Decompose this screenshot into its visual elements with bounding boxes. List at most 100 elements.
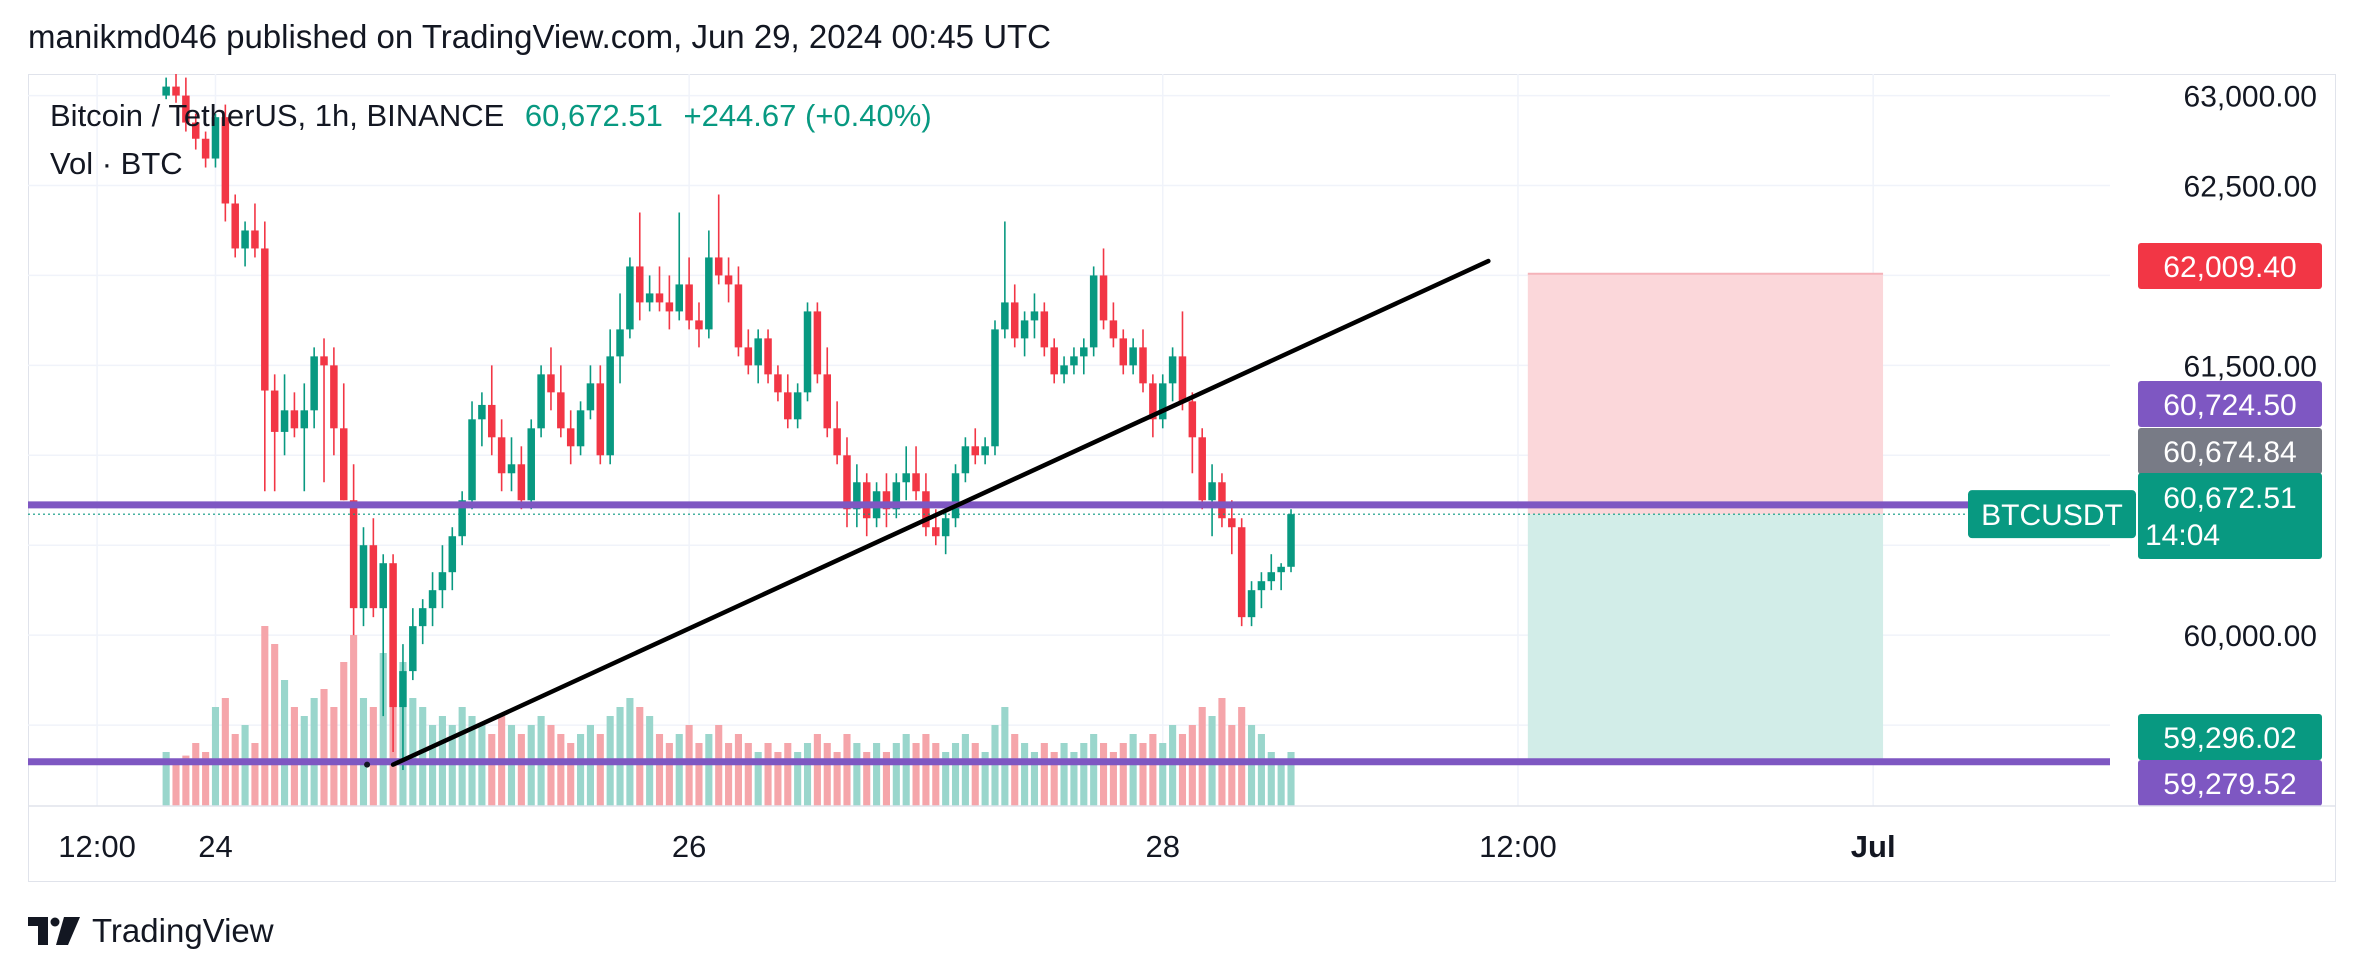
candle-body	[784, 392, 792, 420]
volume-bar	[705, 734, 713, 806]
candle-body	[981, 446, 989, 456]
candle-body	[596, 383, 605, 456]
trendline[interactable]	[390, 258, 1491, 767]
candle-body	[1020, 320, 1029, 339]
volume-bar	[527, 725, 535, 806]
volume-bar	[478, 725, 486, 806]
publish-header: manikmd046 published on TradingView.com,…	[28, 18, 1052, 55]
volume-bar	[1060, 743, 1068, 806]
y-tick-label: 60,000.00	[2184, 620, 2317, 653]
candle-body	[270, 390, 279, 432]
price-label: 62,009.40	[2138, 243, 2322, 289]
candle-body	[724, 275, 733, 285]
volume-bar	[1021, 743, 1029, 806]
chart-frame[interactable]	[28, 74, 2336, 882]
candle-body	[1287, 514, 1295, 567]
volume-bar	[981, 752, 989, 806]
volume-bar	[1238, 707, 1246, 806]
legend-change: +244.67 (+0.40%)	[683, 98, 932, 133]
price-label-text: 59,279.52	[2163, 768, 2296, 801]
volume-bar	[675, 734, 683, 806]
legend-symbol[interactable]: Bitcoin / TetherUS, 1h, BINANCE	[50, 98, 505, 133]
candle-body	[626, 266, 634, 330]
x-tick-label: Jul	[1851, 829, 1896, 864]
candle-body	[172, 86, 180, 96]
volume-bar	[1040, 743, 1048, 806]
legend-volume-label: Vol · BTC	[50, 146, 183, 181]
x-tick-label: 24	[198, 829, 232, 864]
candle-body	[882, 491, 891, 510]
volume-bar	[1228, 725, 1236, 806]
candle-body	[1030, 311, 1039, 321]
volume-bar	[1178, 734, 1187, 806]
tradingview-logo[interactable]: TradingView	[28, 912, 274, 950]
candle-body	[201, 138, 210, 159]
x-tick-label: 28	[1145, 829, 1179, 864]
volume-bar	[350, 635, 358, 806]
price-label-bg	[2138, 714, 2322, 760]
volume-bar	[241, 725, 249, 806]
candle-body	[428, 590, 437, 609]
volume-bar	[764, 743, 772, 806]
candle-body	[951, 473, 960, 519]
volume-bar	[744, 743, 752, 806]
y-tick-label: 63,000.00	[2184, 81, 2317, 114]
volume-bar	[715, 725, 723, 806]
candle-body	[211, 117, 220, 159]
volume-bar	[596, 734, 604, 806]
candle-body	[231, 203, 239, 249]
x-tick-label: 12:00	[58, 829, 136, 864]
trendline-anchor	[364, 761, 371, 768]
volume-bar	[971, 743, 979, 806]
candle-body	[853, 482, 861, 510]
candle-body	[1099, 275, 1108, 321]
candle-body	[843, 455, 851, 510]
stop-loss-zone	[1527, 273, 1884, 515]
candle-body	[448, 536, 457, 573]
candle-body	[892, 482, 901, 510]
volume-bar	[379, 653, 387, 806]
candle-body	[359, 545, 368, 609]
candle-body	[438, 572, 447, 591]
candle-body	[1040, 311, 1049, 348]
candle-body	[1010, 302, 1019, 339]
volume-bar	[803, 743, 812, 806]
volume-bar	[1257, 734, 1265, 806]
volume-bar	[448, 725, 456, 806]
volume-bar	[1247, 725, 1256, 806]
volume-bar	[1099, 743, 1108, 806]
candle-body	[833, 428, 841, 456]
candle-body	[251, 230, 259, 249]
candle-body	[1168, 356, 1177, 384]
volume-bar	[1050, 752, 1058, 806]
y-tick-label: 62,500.00	[2184, 171, 2317, 204]
volume-bar	[823, 743, 831, 806]
candle-body	[547, 374, 555, 393]
volume-bar	[330, 707, 338, 806]
volume-bar	[261, 626, 269, 806]
candle-body	[290, 410, 299, 429]
candle-body	[636, 266, 644, 303]
candle-body	[862, 482, 871, 519]
candle-body	[300, 410, 309, 429]
candle-body	[379, 563, 387, 609]
volume-bar	[655, 734, 664, 806]
volume-bar	[695, 743, 703, 806]
candle-body	[1198, 437, 1206, 501]
candle-body	[1188, 401, 1197, 438]
volume-bar	[725, 743, 733, 806]
volume-bar	[991, 725, 999, 806]
price-label: 60,674.84	[2138, 428, 2322, 474]
candle-body	[1257, 581, 1266, 591]
volume-bar	[1119, 743, 1127, 806]
candle-body	[261, 248, 269, 391]
volume-bar	[882, 752, 891, 806]
volume-bar	[1001, 707, 1009, 806]
candle-body	[557, 392, 565, 429]
candle-body	[971, 446, 980, 456]
legend-volume-line[interactable]: Vol · BTC	[50, 146, 183, 182]
candle-body	[537, 374, 545, 429]
candle-body	[320, 356, 328, 366]
volume-bar	[1159, 743, 1167, 806]
